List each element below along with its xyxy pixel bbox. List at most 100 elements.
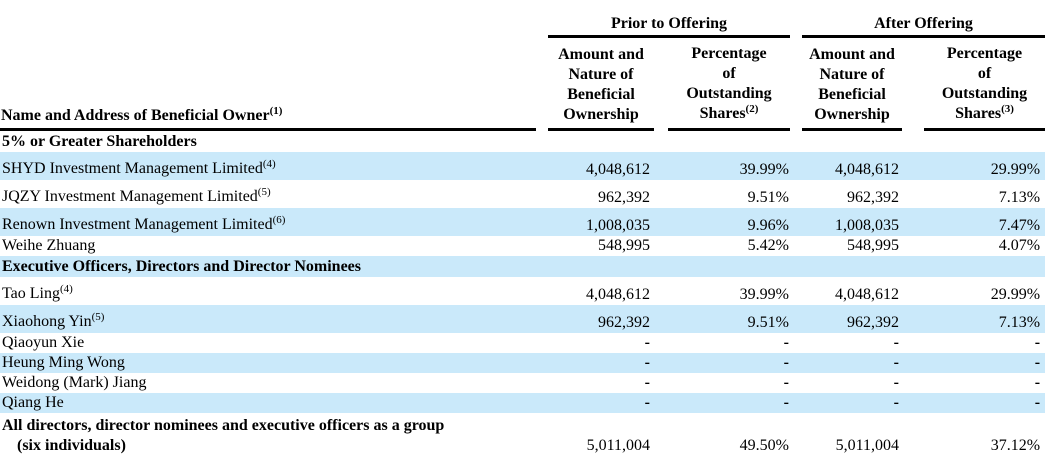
spacer-cell — [790, 353, 802, 373]
spacer-cell — [790, 373, 802, 393]
footnote-marker: (5) — [257, 186, 271, 198]
prior-percent-cell: - — [783, 374, 789, 391]
spacer-cell — [902, 413, 924, 456]
prior-percent-cell: 9.51% — [747, 314, 789, 331]
prior-amount-cell: - — [644, 374, 650, 391]
table-row: Tao Ling(4) 4,048,612 39.99% 4,048,612 2… — [0, 277, 1045, 305]
table-row: Executive Officers, Directors and Direct… — [0, 256, 1045, 277]
prior-percent-cell: 9.51% — [747, 189, 789, 206]
after-offering-header: After Offering — [802, 0, 1045, 38]
spacer-cell — [902, 256, 924, 277]
spacer-cell — [790, 180, 802, 208]
prior-percent-cell: 49.50% — [739, 437, 789, 454]
spacer-cell — [790, 152, 802, 180]
header-spacer — [654, 37, 668, 130]
spacer-cell — [790, 333, 802, 353]
table-row: Qiaoyun Xie - - - - — [0, 333, 1045, 353]
footnote-marker: (3) — [1001, 103, 1014, 115]
owner-name-cell: Qiang He — [2, 394, 64, 411]
prior-percent-cell: - — [783, 394, 789, 411]
after-amount-cell: 4,048,612 — [835, 161, 899, 178]
spacer-cell — [536, 305, 548, 333]
prior-to-offering-header: Prior to Offering — [548, 0, 790, 38]
after-amount-cell: 5,011,004 — [835, 437, 899, 454]
footnote-marker: (2) — [745, 103, 759, 115]
spacer-cell — [902, 393, 924, 413]
after-amount-cell: 1,008,035 — [835, 217, 899, 234]
after-amount-cell — [802, 130, 902, 153]
prior-amount-cell: 4,048,612 — [586, 161, 650, 178]
prior-amount-cell: 962,392 — [598, 189, 650, 206]
spacer-cell — [654, 277, 668, 305]
owner-name-cell: All directors, director nominees and exe… — [2, 417, 445, 454]
footnote-marker: (4) — [59, 283, 73, 295]
prior-percent-cell — [668, 130, 790, 153]
owner-name-cell: Qiaoyun Xie — [2, 334, 85, 351]
table-row: Weidong (Mark) Jiang - - - - — [0, 373, 1045, 393]
spacer-cell — [902, 180, 924, 208]
prior-amount-cell: 1,008,035 — [586, 217, 650, 234]
after-percent-cell: 7.13% — [998, 314, 1041, 331]
after-percent-cell: 7.13% — [998, 189, 1041, 206]
prior-percent-cell: 39.99% — [739, 161, 789, 178]
table-row: Heung Ming Wong - - - - — [0, 353, 1045, 373]
table-row: JQZY Investment Management Limited(5) 96… — [0, 180, 1045, 208]
spacer-cell — [654, 180, 668, 208]
spacer-cell — [902, 208, 924, 236]
spacer-cell — [790, 305, 802, 333]
after-amount-column-header: Amount and Nature of Beneficial Ownership — [802, 36, 902, 131]
after-percent-cell: - — [1034, 374, 1041, 391]
after-percent-cell: 29.99% — [990, 286, 1041, 303]
after-percent-cell — [924, 256, 1045, 277]
spacer-cell — [536, 236, 548, 256]
spacer-cell — [902, 236, 924, 256]
after-amount-cell: - — [893, 394, 899, 411]
offering-group-header-row: Prior to Offering After Offering — [0, 0, 1045, 38]
prior-percent-cell: 9.96% — [747, 217, 789, 234]
footnote-marker: (1) — [269, 105, 283, 117]
group-header-spacer — [790, 0, 802, 37]
after-percent-cell: 29.99% — [990, 161, 1041, 178]
owner-name-cell: Xiaohong Yin(5) — [2, 311, 105, 330]
after-percent-cell: 37.12% — [990, 437, 1041, 454]
after-percent-cell — [924, 130, 1045, 153]
group-header-spacer — [0, 0, 548, 37]
prior-percent-cell: 5.42% — [747, 237, 789, 254]
spacer-cell — [902, 305, 924, 333]
spacer-cell — [536, 277, 548, 305]
after-percent-cell: 7.47% — [998, 217, 1041, 234]
spacer-cell — [790, 413, 802, 456]
owner-name-line2: (six individuals) — [17, 437, 126, 454]
prior-amount-cell: - — [644, 354, 650, 371]
spacer-cell — [536, 393, 548, 413]
spacer-cell — [902, 373, 924, 393]
table-row: All directors, director nominees and exe… — [0, 413, 1045, 456]
spacer-cell — [790, 393, 802, 413]
prior-amount-cell: - — [644, 334, 650, 351]
column-header-row: Name and Address of Beneficial Owner(1) … — [0, 36, 1045, 131]
spacer-cell — [902, 333, 924, 353]
spacer-cell — [654, 393, 668, 413]
spacer-cell — [902, 277, 924, 305]
after-amount-cell: 962,392 — [847, 189, 899, 206]
spacer-cell — [536, 256, 548, 277]
prior-percent-cell: - — [783, 354, 789, 371]
after-amount-cell: - — [893, 374, 899, 391]
spacer-cell — [654, 130, 668, 153]
spacer-cell — [654, 236, 668, 256]
header-spacer — [790, 37, 802, 130]
after-percent-cell: 4.07% — [998, 237, 1041, 254]
after-percent-cell: - — [1034, 394, 1041, 411]
spacer-cell — [902, 353, 924, 373]
owner-name-cell: Weihe Zhuang — [2, 237, 96, 254]
prior-amount-column-header: Amount and Nature of Beneficial Ownership — [548, 36, 654, 131]
spacer-cell — [790, 256, 802, 277]
after-amount-cell: 962,392 — [847, 314, 899, 331]
spacer-cell — [790, 208, 802, 236]
header-spacer — [902, 37, 924, 130]
prior-percent-cell — [668, 256, 790, 277]
owner-name-cell: JQZY Investment Management Limited(5) — [2, 186, 271, 205]
spacer-cell — [654, 256, 668, 277]
after-amount-cell: 4,048,612 — [835, 286, 899, 303]
